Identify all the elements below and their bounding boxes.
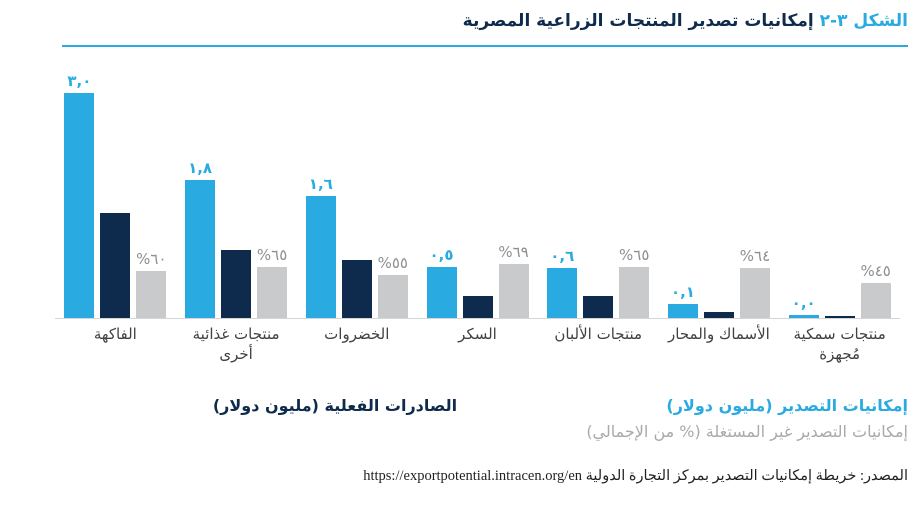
untapped-potential-bar: %٦٥ [257, 246, 287, 318]
untapped-potential-bar-value-label: %٦٤ [739, 247, 771, 265]
export-potential-bar: ٣,٠ [64, 72, 95, 318]
export-potential-bar: ٠,٠ [788, 294, 819, 318]
untapped-potential-bar: %٦٠ [136, 250, 167, 318]
category-label-2: منتجات غذائية أخرى [192, 325, 280, 363]
category-label-6: الأسماك والمحار [668, 325, 770, 343]
bar-group-2: ١,٨ %٦٥ [176, 159, 297, 318]
untapped-potential-bar-value-label: %٤٥ [860, 262, 891, 280]
bar-group-1: ٣,٠ %٦٠ [55, 72, 176, 318]
category-label-7: منتجات سمكية مُجهزة [793, 325, 886, 363]
untapped-potential-bar-value-label: %٦٠ [136, 250, 167, 268]
actual-exports-bar [341, 260, 372, 318]
actual-exports-bar [824, 316, 855, 318]
export-potential-bar: ٠,٦ [547, 247, 578, 318]
untapped-potential-bar-value-label: %٦٩ [498, 243, 529, 261]
bar-group-5: ٠,٦ %٦٥ [538, 246, 659, 318]
figure-title: الشكل ٣-٢ إمكانيات تصدير المنتجات الزراع… [60, 10, 908, 34]
actual-exports-bar [583, 296, 614, 318]
untapped-potential-bar: %٤٥ [860, 262, 891, 318]
export-potential-bar-value-label: ٠,٥ [429, 246, 454, 264]
legend-right-block: إمكانيات التصدير (مليون دولار) إمكانيات … [586, 396, 908, 441]
export-potential-bar: ٠,٥ [426, 246, 457, 318]
export-potential-bar-value-label: ٠,٠ [791, 294, 816, 312]
actual-exports-bar [462, 296, 493, 318]
bar-group-7: ٠,٠ %٤٥ [779, 262, 900, 318]
title-divider-line [62, 45, 908, 47]
untapped-potential-bar: %٦٩ [498, 243, 529, 318]
actual-exports-bar [100, 213, 131, 318]
figure-number: الشكل ٣-٢ [819, 11, 908, 31]
actual-exports-bar [221, 250, 252, 318]
bar-group-3: ١,٦ %٥٥ [296, 175, 417, 318]
source-note: المصدر: خريطة إمكانيات التصدير بمركز الت… [60, 468, 908, 485]
legend-untapped-potential: إمكانيات التصدير غير المستغلة (% من الإج… [586, 422, 908, 441]
export-potential-bar: ٠,١ [667, 283, 698, 318]
export-potential-bar: ١,٨ [185, 159, 216, 318]
category-label-4: السكر [458, 325, 497, 343]
export-potential-bar: ١,٦ [305, 175, 336, 318]
source-url[interactable]: https://exportpotential.intracen.org/en [363, 468, 583, 484]
actual-exports-bar [703, 312, 734, 318]
export-potential-bar-value-label: ٠,٦ [550, 247, 575, 265]
export-potential-bar-value-label: ١,٦ [308, 175, 333, 193]
untapped-potential-bar-value-label: %٥٥ [377, 254, 408, 272]
untapped-potential-bar-value-label: %٦٥ [256, 246, 288, 264]
legend-export-potential: إمكانيات التصدير (مليون دولار) [666, 396, 908, 415]
category-label-5: منتجات الألبان [554, 325, 643, 343]
bar-group-4: ٠,٥ %٦٩ [417, 243, 538, 318]
legend-actual-exports: الصادرات الفعلية (مليون دولار) [212, 396, 458, 415]
untapped-potential-bar: %٥٥ [378, 254, 408, 318]
category-label-1: الفاكهة [93, 325, 137, 343]
untapped-potential-bar: %٦٤ [740, 247, 770, 318]
export-potential-bar-value-label: ٠,١ [670, 283, 695, 301]
category-label-3: الخضروات [324, 325, 390, 343]
untapped-potential-bar: %٦٥ [619, 246, 649, 318]
figure-title-text: إمكانيات تصدير المنتجات الزراعية المصرية [462, 11, 814, 31]
chart-plot: ٣,٠ %٦٠ ١,٨ %٦٥ ١,٦ %٥٥ ٠,٥ %٦٩ ٠,٦ %٦٥ ٠,١ %٦٤ ٠,٠%… [55, 72, 900, 319]
bar-group-6: ٠,١ %٦٤ [659, 247, 780, 318]
export-potential-bar-value-label: ٣,٠ [67, 72, 92, 90]
untapped-potential-bar-value-label: %٦٥ [619, 246, 650, 264]
category-labels: الفاكهة منتجات غذائية أخرى الخضروات السكر من… [55, 325, 900, 364]
export-potential-bar-value-label: ١,٨ [188, 159, 213, 177]
source-text: المصدر: خريطة إمكانيات التصدير بمركز الت… [585, 468, 908, 484]
